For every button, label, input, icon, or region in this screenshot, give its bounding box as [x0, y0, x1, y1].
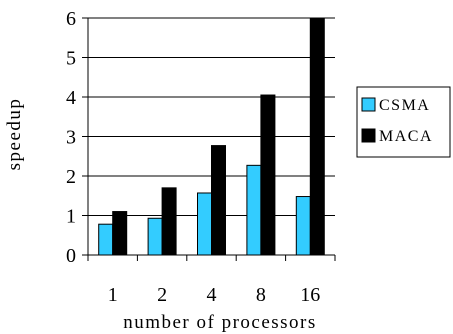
axes [82, 17, 336, 261]
y-tick-label-1: 1 [66, 206, 76, 228]
legend-label-maca: MACA [379, 128, 433, 145]
y-tick-labels: 0 1 2 3 4 5 6 [66, 8, 76, 267]
bar-maca-16 [309, 17, 325, 256]
y-tick-label-3: 3 [66, 127, 76, 149]
x-tick-label-8: 8 [256, 284, 266, 306]
legend: CSMA MACA [356, 86, 451, 158]
bar-csma-4 [197, 192, 212, 256]
x-tick-labels: 1 2 4 8 16 [108, 284, 321, 306]
y-tick-label-2: 2 [66, 166, 76, 188]
bars [98, 17, 325, 256]
gridlines [88, 17, 335, 216]
y-axis-title: speedup [4, 98, 25, 171]
x-tick-label-1: 1 [108, 284, 118, 306]
x-tick-label-4: 4 [207, 284, 217, 306]
bar-maca-2 [161, 187, 177, 256]
legend-swatch-maca [361, 128, 376, 143]
x-axis-title: number of processors [123, 312, 317, 333]
bar-maca-1 [112, 211, 128, 256]
y-tick-label-4: 4 [66, 87, 76, 109]
legend-label-csma: CSMA [379, 97, 430, 114]
x-tick-label-16: 16 [300, 284, 320, 306]
y-tick-label-0: 0 [66, 245, 76, 267]
bar-csma-16 [295, 196, 311, 256]
y-tick-label-5: 5 [66, 48, 76, 70]
bar-csma-1 [98, 223, 114, 256]
bar-csma-8 [246, 164, 262, 256]
bar-maca-4 [211, 145, 226, 256]
y-tick-label-6: 6 [66, 8, 76, 30]
legend-swatch-csma [361, 97, 376, 112]
bar-csma-2 [147, 217, 163, 256]
bar-maca-8 [260, 94, 276, 256]
x-tick-label-2: 2 [157, 284, 167, 306]
